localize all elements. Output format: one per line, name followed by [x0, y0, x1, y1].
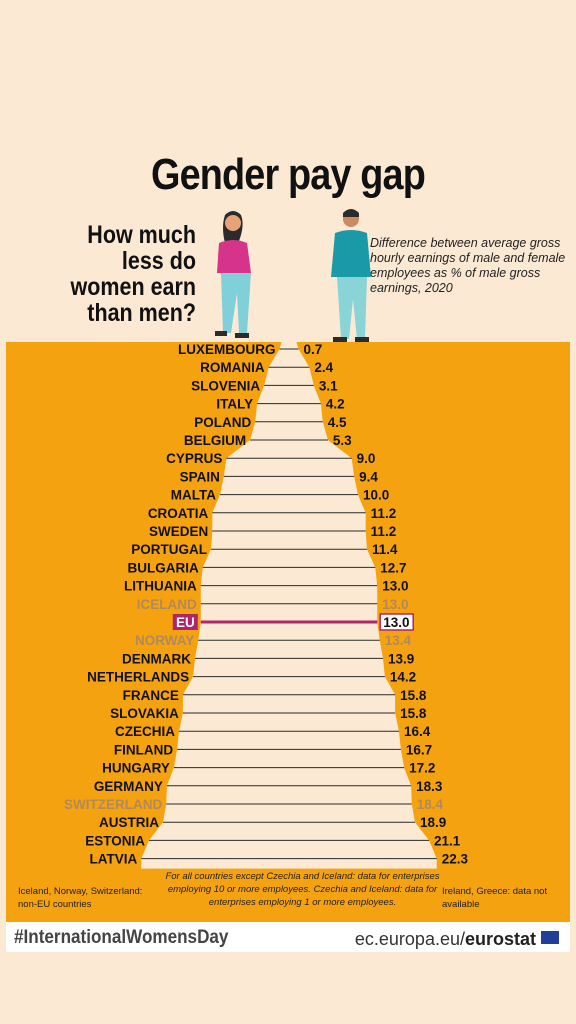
value-label: 11.2	[371, 506, 397, 521]
country-label: ICELAND	[137, 597, 197, 612]
value-label: 0.7	[303, 342, 322, 357]
country-label: CZECHIA	[115, 724, 175, 739]
country-label: SLOVENIA	[191, 378, 260, 393]
hashtag[interactable]: #InternationalWomensDay	[14, 927, 229, 948]
country-label: LUXEMBOURG	[178, 342, 276, 357]
eu-label-box	[172, 614, 198, 630]
country-label: DENMARK	[122, 651, 191, 666]
value-label: 11.2	[371, 524, 397, 539]
value-label: 15.8	[400, 706, 427, 721]
missing-data-note: Ireland, Greece: data not available	[442, 886, 548, 910]
value-label: 3.1	[319, 378, 338, 393]
country-label: GERMANY	[94, 779, 163, 794]
site-name: eurostat	[464, 929, 536, 949]
value-label: 11.4	[372, 542, 398, 557]
country-label: AUSTRIA	[99, 815, 159, 830]
country-label: ROMANIA	[200, 360, 265, 375]
country-label: POLAND	[194, 415, 251, 430]
value-label: 4.5	[328, 415, 347, 430]
enterprise-size-note: For all countries except Czechia and Ice…	[165, 871, 440, 908]
value-label: 15.8	[400, 688, 427, 703]
value-label: 5.3	[333, 433, 352, 448]
man-illustration	[331, 209, 371, 342]
country-label: MALTA	[171, 488, 216, 503]
eu-flag-icon	[541, 931, 559, 944]
value-label: 13.4	[385, 633, 412, 648]
country-label: ESTONIA	[85, 833, 145, 848]
value-label: 2.4	[314, 360, 333, 375]
country-label: NETHERLANDS	[87, 670, 189, 685]
country-label: SWITZERLAND	[64, 797, 162, 812]
pay-gap-chart: LUXEMBOURG 0.7 ROMANIA 2.4 SLOVENIA 3.1 ITALY 4…	[64, 342, 469, 869]
country-label: PORTUGAL	[131, 542, 207, 557]
value-label: 10.0	[363, 488, 389, 503]
value-label: 18.9	[420, 815, 446, 830]
country-label: LATVIA	[90, 852, 138, 867]
eurostat-link[interactable]: ec.europa.eu/eurostat	[355, 929, 536, 950]
country-label: NORWAY	[135, 633, 194, 648]
value-label: 18.3	[416, 779, 443, 794]
country-label: CROATIA	[148, 506, 209, 521]
value-label: 12.7	[380, 560, 406, 575]
country-label: SLOVAKIA	[110, 706, 179, 721]
value-label: 21.1	[434, 833, 461, 848]
country-label: ITALY	[216, 397, 253, 412]
value-label: 9.0	[357, 451, 376, 466]
country-label: EU	[176, 615, 195, 630]
value-label: 4.2	[326, 397, 345, 412]
country-label: FRANCE	[123, 688, 179, 703]
site-domain: ec.europa.eu/	[354, 929, 465, 949]
country-label: BULGARIA	[127, 560, 198, 575]
country-label: SWEDEN	[149, 524, 208, 539]
value-label: 13.0	[383, 615, 409, 630]
value-label: 9.4	[359, 469, 378, 484]
country-label: FINLAND	[114, 742, 173, 757]
footer-bar	[6, 922, 570, 952]
chart-title: Gender pay gap	[151, 150, 426, 199]
country-label: CYPRUS	[166, 451, 222, 466]
non-eu-note: Iceland, Norway, Switzerland: non-EU cou…	[18, 886, 143, 910]
value-label: 13.0	[382, 579, 408, 594]
country-label: SPAIN	[180, 469, 220, 484]
value-label: 16.7	[406, 742, 432, 757]
country-label: HUNGARY	[102, 761, 170, 776]
country-label: LITHUANIA	[124, 579, 197, 594]
value-label: 14.2	[390, 670, 416, 685]
value-label: 16.4	[404, 724, 431, 739]
pay-gap-shape	[141, 342, 437, 869]
question-text: How much less do women earn than men?	[70, 221, 196, 327]
value-label: 18.4	[417, 797, 444, 812]
chart-description: Difference between average gross hourly …	[370, 236, 566, 295]
woman-illustration	[215, 211, 251, 338]
value-label: 13.9	[388, 651, 414, 666]
eu-value-box	[379, 613, 414, 631]
value-label: 22.3	[442, 852, 469, 867]
value-label: 13.0	[382, 597, 408, 612]
country-label: BELGIUM	[184, 433, 246, 448]
value-label: 17.2	[409, 761, 435, 776]
